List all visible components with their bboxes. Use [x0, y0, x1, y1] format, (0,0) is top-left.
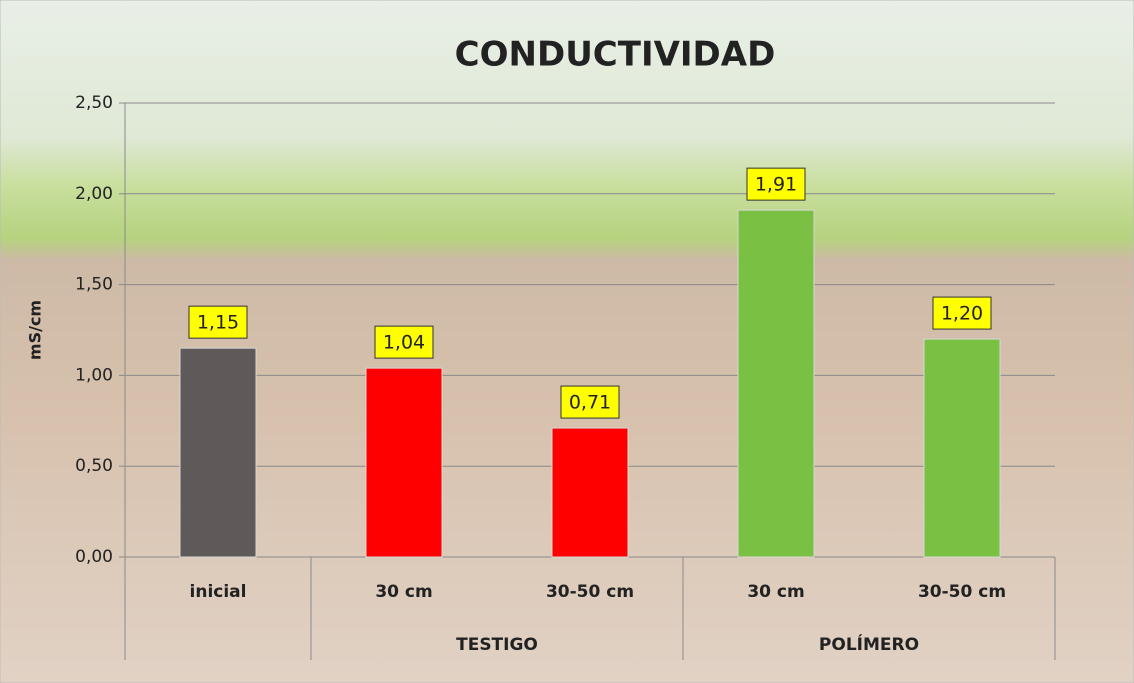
value-label: 0,71 — [569, 392, 611, 414]
y-tick-label: 1,50 — [75, 275, 113, 295]
group-label: POLÍMERO — [819, 633, 919, 655]
value-label: 1,15 — [197, 312, 239, 334]
x-tick-label: 30 cm — [375, 582, 432, 602]
chart-title: CONDUCTIVIDAD — [455, 35, 776, 75]
bar — [365, 367, 443, 558]
value-label-box — [746, 167, 806, 201]
bar — [551, 427, 629, 558]
x-tick-label: 30-50 cm — [918, 582, 1006, 602]
bar — [179, 347, 257, 558]
x-tick-label: 30 cm — [747, 582, 804, 602]
value-label-box — [932, 296, 992, 330]
y-tick-label: 0,50 — [75, 456, 113, 476]
y-tick-label: 2,50 — [75, 93, 113, 113]
group-label: TESTIGO — [456, 635, 538, 655]
bar — [737, 209, 815, 558]
value-label: 1,20 — [941, 303, 983, 325]
y-tick-label: 1,00 — [75, 365, 113, 385]
y-axis-label: mS/cm — [26, 300, 45, 360]
bar — [923, 338, 1001, 558]
value-label-box — [374, 325, 434, 359]
value-label-box — [560, 385, 620, 419]
y-tick-label: 2,00 — [75, 184, 113, 204]
x-tick-label: inicial — [190, 582, 247, 602]
value-label: 1,91 — [755, 174, 797, 196]
y-tick-label: 0,00 — [75, 547, 113, 567]
x-tick-label: 30-50 cm — [546, 582, 634, 602]
value-label-box — [188, 305, 248, 339]
value-label: 1,04 — [383, 332, 425, 354]
